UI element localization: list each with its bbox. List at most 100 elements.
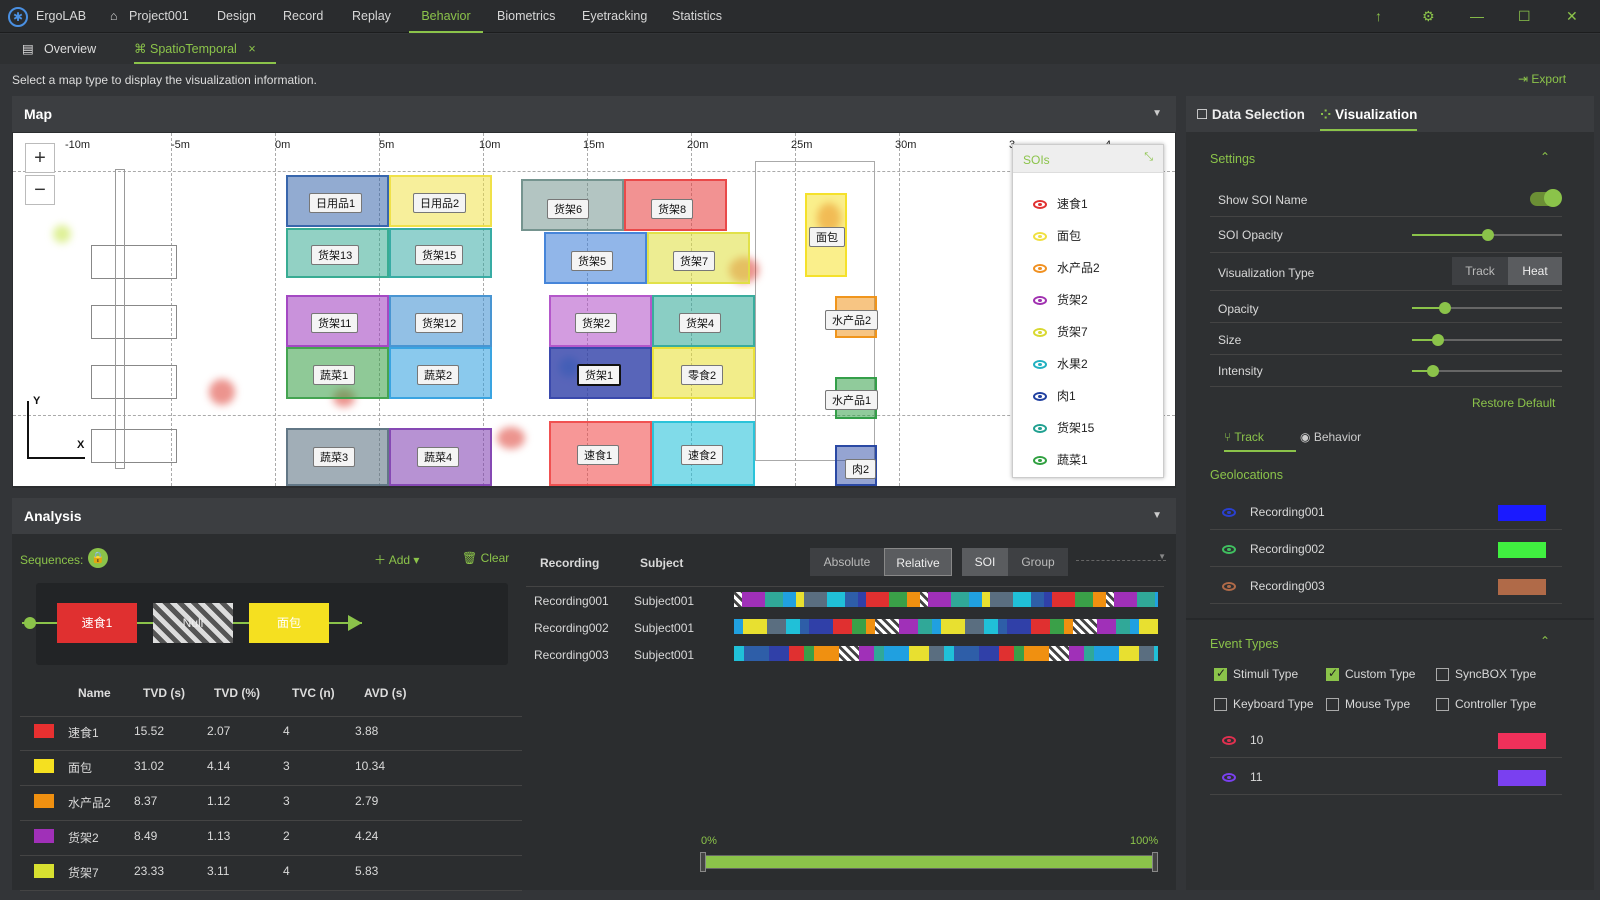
legend-item[interactable]: 货架15 xyxy=(1033,419,1094,436)
subtab-behavior[interactable]: ◉ Behavior xyxy=(1300,430,1361,444)
nav-eyetracking[interactable]: Eyetracking xyxy=(582,9,648,23)
zoom-in-button[interactable]: + xyxy=(25,143,55,173)
geo-color-swatch[interactable] xyxy=(1498,505,1546,521)
eye-icon[interactable] xyxy=(1033,328,1047,338)
y-axis-label: Y xyxy=(33,395,41,407)
legend-item[interactable]: 货架7 xyxy=(1033,323,1088,340)
add-button[interactable]: ＋ Add ▾ xyxy=(374,551,419,568)
collapse-legend-icon[interactable]: ⤡ xyxy=(1144,151,1153,163)
recording-timeline[interactable] xyxy=(734,592,1158,607)
event-color-swatch[interactable] xyxy=(1498,770,1546,786)
row-avd: 5.83 xyxy=(355,864,379,878)
title-bar xyxy=(0,0,1600,33)
geo-eye-icon[interactable] xyxy=(1222,579,1246,593)
clear-button[interactable]: 🗑 Clear xyxy=(462,551,509,565)
eye-icon[interactable] xyxy=(1033,424,1047,434)
tab-overview[interactable]: Overview xyxy=(44,42,97,56)
sequences-label: Sequences: xyxy=(20,553,84,567)
legend-item[interactable]: 肉1 xyxy=(1033,387,1076,404)
divider xyxy=(1210,252,1562,253)
tab-spatiotemporal[interactable]: ⌘ SpatioTemporal × xyxy=(134,34,276,64)
soi-button[interactable]: SOI xyxy=(962,548,1008,576)
stimuli-type-checkbox[interactable]: Stimuli Type xyxy=(1214,666,1298,682)
soi-opacity-slider[interactable] xyxy=(1412,229,1562,241)
collapse-icon[interactable]: ▼ xyxy=(1152,510,1162,521)
event-eye-icon[interactable] xyxy=(1222,733,1246,747)
row-name: 面包 xyxy=(68,761,93,775)
divider xyxy=(20,855,522,856)
event-color-swatch[interactable] xyxy=(1498,733,1546,749)
eye-icon[interactable] xyxy=(1033,360,1047,370)
eye-icon[interactable] xyxy=(1033,456,1047,466)
sequence-node[interactable]: 速食1 xyxy=(57,603,137,643)
nav-record[interactable]: Record xyxy=(283,9,324,23)
eye-icon[interactable] xyxy=(1033,296,1047,306)
size-slider[interactable] xyxy=(1412,334,1562,346)
home-icon[interactable]: ⌂ xyxy=(110,9,118,23)
project-name[interactable]: Project001 xyxy=(129,9,189,23)
keyboard-type-checkbox[interactable]: Keyboard Type xyxy=(1214,697,1314,712)
eye-icon[interactable] xyxy=(1033,200,1047,210)
nav-biometrics[interactable]: Biometrics xyxy=(497,9,556,23)
geo-color-swatch[interactable] xyxy=(1498,542,1546,558)
controller-type-checkbox[interactable]: Controller Type xyxy=(1436,697,1536,712)
collapse-events-icon[interactable]: ⌃ xyxy=(1540,634,1551,648)
event-name: 11 xyxy=(1250,770,1263,784)
eye-icon[interactable] xyxy=(1033,232,1047,242)
group-select[interactable]: ▼ xyxy=(1076,552,1166,561)
custom-type-checkbox[interactable]: Custom Type xyxy=(1326,666,1415,682)
subtab-track[interactable]: ⑂ Track xyxy=(1224,430,1296,452)
maximize-icon[interactable]: ☐ xyxy=(1518,8,1531,24)
mouse-type-checkbox[interactable]: Mouse Type xyxy=(1326,697,1410,712)
legend-item[interactable]: 速食1 xyxy=(1033,195,1088,212)
geo-eye-icon[interactable] xyxy=(1222,542,1246,556)
intensity-slider[interactable] xyxy=(1412,365,1562,377)
show-soi-name-toggle[interactable] xyxy=(1530,189,1562,207)
eye-icon[interactable] xyxy=(1033,392,1047,402)
heat-type-button[interactable]: Heat xyxy=(1508,257,1562,285)
tab-visualization[interactable]: ⁘ Visualization xyxy=(1320,107,1418,131)
soi-area[interactable] xyxy=(544,232,647,284)
collapse-icon[interactable]: ▼ xyxy=(1152,108,1162,119)
eye-icon[interactable] xyxy=(1033,264,1047,274)
legend-item[interactable]: 货架2 xyxy=(1033,291,1088,308)
divider xyxy=(1210,386,1562,387)
group-button[interactable]: Group xyxy=(1008,548,1068,576)
time-range-slider[interactable] xyxy=(702,855,1156,869)
tab-data-selection[interactable]: ☐ Data Selection xyxy=(1196,107,1305,123)
upload-icon[interactable]: ↑ xyxy=(1375,8,1382,24)
minimize-icon[interactable]: — xyxy=(1470,8,1484,24)
recording-timeline[interactable] xyxy=(734,619,1158,634)
legend-item[interactable]: 蔬菜1 xyxy=(1033,451,1088,468)
export-button[interactable]: ⇥ Export xyxy=(1518,72,1566,86)
recording-timeline[interactable] xyxy=(734,646,1158,661)
range-handle-right[interactable] xyxy=(1152,852,1158,872)
geo-color-swatch[interactable] xyxy=(1498,579,1546,595)
gear-icon[interactable]: ⚙ xyxy=(1422,8,1435,24)
opacity-slider[interactable] xyxy=(1412,302,1562,314)
range-handle-left[interactable] xyxy=(700,852,706,872)
map-canvas[interactable]: -10m -5m 0m 5m 10m 15m 20m 25m 30m 3 4 日… xyxy=(13,133,1175,486)
event-eye-icon[interactable] xyxy=(1222,770,1246,784)
legend-item[interactable]: 水果2 xyxy=(1033,355,1088,372)
lock-icon[interactable]: 🔒 xyxy=(88,548,108,568)
syncbox-type-checkbox[interactable]: SyncBOX Type xyxy=(1436,667,1536,682)
collapse-settings-icon[interactable]: ⌃ xyxy=(1540,150,1551,164)
absolute-button[interactable]: Absolute xyxy=(810,548,884,576)
relative-button[interactable]: Relative xyxy=(884,548,952,576)
zoom-out-button[interactable]: − xyxy=(25,175,55,205)
nav-design[interactable]: Design xyxy=(217,9,256,23)
nav-statistics[interactable]: Statistics xyxy=(672,9,723,23)
track-type-button[interactable]: Track xyxy=(1452,257,1508,285)
nav-behavior[interactable]: Behavior xyxy=(409,0,483,33)
sequence-node[interactable]: 面包 xyxy=(249,603,329,643)
legend-item[interactable]: 面包 xyxy=(1033,227,1081,244)
restore-default-button[interactable]: Restore Default xyxy=(1472,396,1556,410)
legend-item[interactable]: 水产品2 xyxy=(1033,259,1100,276)
tab-close-icon[interactable]: × xyxy=(248,42,256,56)
sequence-node[interactable]: Null xyxy=(153,603,233,643)
geo-eye-icon[interactable] xyxy=(1222,505,1246,519)
nav-replay[interactable]: Replay xyxy=(352,9,391,23)
close-icon[interactable]: ✕ xyxy=(1566,8,1578,24)
soi-area[interactable] xyxy=(389,347,492,399)
